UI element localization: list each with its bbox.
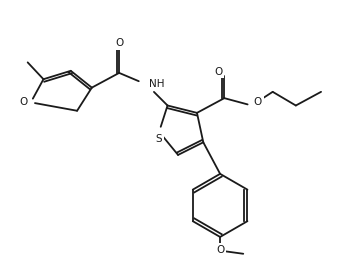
Text: O: O (19, 97, 28, 107)
Text: O: O (216, 245, 224, 255)
Text: S: S (156, 134, 162, 144)
Text: NH: NH (149, 79, 164, 89)
Text: O: O (214, 67, 222, 77)
Text: O: O (254, 97, 262, 107)
Text: O: O (115, 38, 123, 48)
